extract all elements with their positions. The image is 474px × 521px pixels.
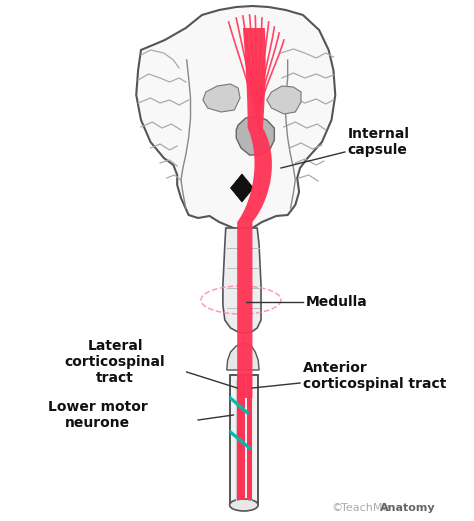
- Text: Lateral
corticospinal
tract: Lateral corticospinal tract: [65, 339, 165, 385]
- Polygon shape: [237, 128, 272, 398]
- Polygon shape: [267, 86, 301, 114]
- Polygon shape: [203, 84, 240, 112]
- Text: Anterior
corticospinal tract: Anterior corticospinal tract: [303, 361, 447, 391]
- Polygon shape: [229, 375, 258, 505]
- Polygon shape: [136, 6, 335, 230]
- Polygon shape: [243, 28, 265, 128]
- Polygon shape: [223, 228, 261, 333]
- Text: Anatomy: Anatomy: [380, 503, 436, 513]
- Ellipse shape: [229, 499, 258, 511]
- Text: TeachMe: TeachMe: [341, 503, 390, 513]
- Polygon shape: [236, 116, 274, 155]
- Text: ©: ©: [331, 503, 343, 513]
- Polygon shape: [230, 174, 254, 202]
- Polygon shape: [247, 375, 253, 500]
- Text: Internal
capsule: Internal capsule: [348, 127, 410, 157]
- Text: Lower motor
neurone: Lower motor neurone: [47, 400, 147, 430]
- Text: Medulla: Medulla: [306, 295, 367, 309]
- Polygon shape: [237, 375, 245, 500]
- Polygon shape: [227, 343, 259, 370]
